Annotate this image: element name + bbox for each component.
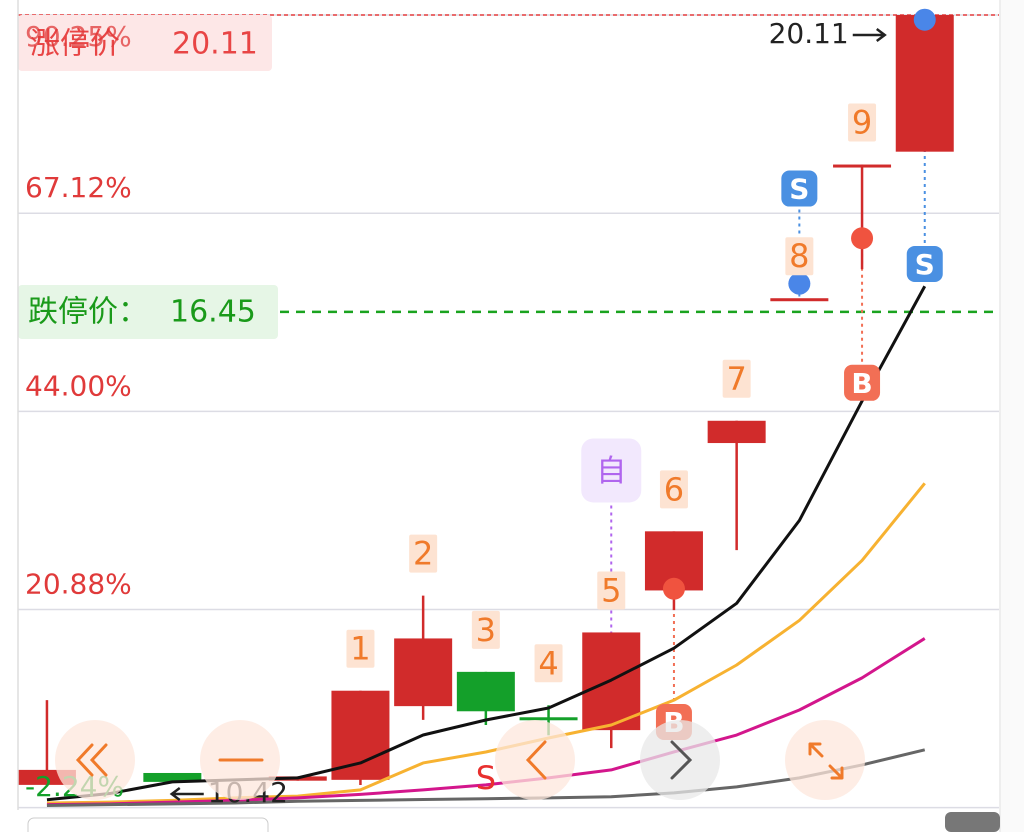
- y-tick-label: 90.25%: [25, 20, 132, 53]
- nav-button[interactable]: [640, 720, 720, 800]
- signal-dot: [788, 272, 811, 295]
- nav-button[interactable]: [495, 720, 575, 800]
- candle-body: [707, 420, 766, 444]
- candle-body: [456, 671, 515, 712]
- signal-text: S: [476, 759, 496, 797]
- candle-body: [394, 638, 453, 707]
- candle-label: 6: [664, 470, 684, 508]
- candle-label: 3: [476, 611, 496, 649]
- corner-button: [945, 812, 1000, 832]
- nav-icon: [808, 742, 844, 780]
- ma-line: [46, 637, 926, 807]
- label-bg: [409, 534, 438, 573]
- limit-down-price: 16.45: [170, 295, 256, 330]
- candle-body: [519, 717, 578, 721]
- signal-dot: [913, 8, 936, 31]
- candle-label: 5: [601, 571, 621, 609]
- label-bg: [534, 644, 563, 683]
- ma-line: [46, 482, 926, 805]
- min-arrow: [169, 787, 204, 801]
- max-arrow: [852, 28, 887, 42]
- candle-body: [833, 164, 892, 168]
- signal-text: S: [915, 248, 935, 281]
- signal-dot: [851, 227, 874, 250]
- limit-up-price: 20.11: [172, 27, 258, 62]
- nav-button[interactable]: [55, 720, 135, 800]
- limit-down-box: [18, 285, 278, 339]
- candle-label: 2: [413, 535, 433, 573]
- label-bg: [785, 237, 814, 276]
- nav-button[interactable]: [785, 720, 865, 800]
- max-price: 20.11: [769, 17, 849, 50]
- ma-line: [46, 285, 927, 802]
- signal-text: 自: [596, 454, 626, 489]
- candle-body: [770, 298, 829, 302]
- candle-body: [895, 15, 954, 152]
- signal-text: S: [789, 173, 809, 206]
- label-bg: [722, 359, 751, 398]
- signal-badge: [781, 170, 818, 207]
- ma-line: [46, 748, 926, 808]
- nav-icon: [75, 743, 108, 777]
- nav-icon: [670, 740, 693, 780]
- bottom-strip: [27, 817, 269, 832]
- candle-label: 7: [726, 360, 746, 398]
- label-bg: [659, 470, 688, 509]
- limit-down-label: 跌停价：: [28, 295, 148, 330]
- label-bg: [848, 103, 877, 142]
- candle-body: [143, 772, 202, 782]
- signal-badge: [906, 245, 943, 282]
- label-bg: [471, 610, 500, 649]
- candle-body: [331, 690, 390, 780]
- candle-label: 4: [538, 644, 558, 682]
- candle-label: 9: [852, 104, 872, 142]
- limit-up-label: 涨停价: [30, 27, 120, 62]
- y-tick-label: 44.00%: [25, 369, 132, 402]
- limit-up-box: [18, 15, 272, 71]
- label-bg: [597, 571, 626, 610]
- signal-badge: [581, 438, 642, 503]
- right-edge: [1000, 0, 1024, 832]
- y-tick-label: 20.88%: [25, 567, 132, 600]
- y-tick-label: 67.12%: [25, 171, 132, 204]
- nav-icon: [525, 740, 547, 780]
- candle-label: 1: [350, 630, 370, 668]
- label-bg: [346, 629, 375, 668]
- signal-dot: [662, 577, 685, 600]
- candle-label: 8: [789, 237, 809, 275]
- signal-text: B: [851, 367, 872, 400]
- signal-badge: [844, 364, 881, 401]
